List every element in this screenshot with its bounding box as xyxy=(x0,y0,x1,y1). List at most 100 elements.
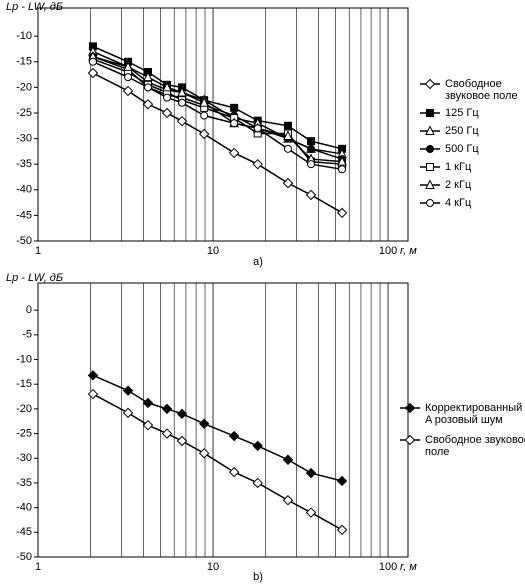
marker xyxy=(252,440,263,452)
y-tick-label: -45 xyxy=(16,209,32,221)
marker xyxy=(425,125,435,135)
marker xyxy=(163,93,172,102)
marker xyxy=(337,156,347,166)
marker xyxy=(305,467,317,479)
marker xyxy=(177,86,187,97)
marker xyxy=(198,418,210,429)
marker xyxy=(161,107,173,119)
y-tick-label: -15 xyxy=(16,378,32,390)
x-tick-label: 100 xyxy=(379,245,397,257)
y-tick-label: -10 xyxy=(16,30,32,42)
marker xyxy=(142,99,154,110)
marker xyxy=(404,434,416,446)
marker xyxy=(424,78,436,90)
y-tick-label: -20 xyxy=(16,403,32,415)
marker xyxy=(252,477,263,489)
y-tick-label: -30 xyxy=(16,452,32,464)
marker xyxy=(228,466,240,478)
marker xyxy=(426,199,434,207)
marker xyxy=(142,419,154,431)
marker xyxy=(178,98,187,107)
y-tick-label: -45 xyxy=(16,526,32,538)
plot-frame xyxy=(37,7,409,242)
legend-label: 1 кГц xyxy=(445,161,472,173)
marker xyxy=(336,207,348,219)
y-tick-label: -50 xyxy=(16,235,32,247)
marker xyxy=(282,495,294,506)
marker xyxy=(122,85,134,97)
marker xyxy=(336,475,348,487)
marker xyxy=(143,71,153,82)
series-line xyxy=(92,72,343,214)
x-axis-label: r, м xyxy=(400,561,417,573)
y-tick-label: -50 xyxy=(16,551,32,563)
marker xyxy=(336,524,348,536)
marker xyxy=(124,73,133,82)
legend-label: Свободное звуковое поле xyxy=(425,434,525,458)
marker xyxy=(199,97,209,107)
marker xyxy=(426,145,434,153)
y-tick-label: -15 xyxy=(16,56,32,68)
marker xyxy=(200,111,209,120)
y-tick-label: -30 xyxy=(16,132,32,144)
marker xyxy=(252,158,263,170)
marker xyxy=(143,83,152,92)
marker xyxy=(198,448,210,459)
marker xyxy=(282,177,294,189)
marker xyxy=(307,144,316,153)
marker xyxy=(305,189,317,201)
marker xyxy=(87,67,99,79)
legend-label: 250 Гц xyxy=(445,125,479,137)
marker xyxy=(230,119,239,128)
marker xyxy=(162,81,172,92)
marker xyxy=(122,385,134,396)
y-tick-label: -10 xyxy=(16,353,32,365)
y-tick-label: -40 xyxy=(16,502,32,514)
y-tick-label: -40 xyxy=(16,184,32,196)
legend-label: Корректированный по A розовый шум xyxy=(425,402,525,426)
marker xyxy=(338,165,347,174)
marker xyxy=(404,402,416,414)
y-tick-label: -25 xyxy=(16,427,32,439)
y-tick-label: -35 xyxy=(16,477,32,489)
marker xyxy=(230,103,239,112)
marker xyxy=(176,115,188,127)
y-tick-label: -35 xyxy=(16,158,32,170)
marker xyxy=(228,147,240,159)
x-tick-label: 1 xyxy=(35,561,41,573)
marker xyxy=(87,370,99,381)
marker xyxy=(88,57,97,66)
y-tick-label: -5 xyxy=(22,329,32,341)
y-tick-label: -20 xyxy=(16,81,32,93)
marker xyxy=(283,130,293,141)
marker xyxy=(228,430,240,442)
y-axis-label: Lp - LW, дБ xyxy=(6,272,63,284)
marker xyxy=(176,435,188,447)
x-axis-label: r, м xyxy=(400,245,417,257)
marker xyxy=(425,179,435,189)
x-tick-label: 1 xyxy=(35,245,41,257)
y-axis-label: Lp - LW, дБ xyxy=(6,1,63,13)
y-tick-label: 0 xyxy=(26,304,32,316)
marker xyxy=(87,388,99,400)
x-tick-label: 10 xyxy=(207,561,219,573)
marker xyxy=(282,454,294,465)
legend-label: Свободное звуковое поле xyxy=(445,78,518,102)
marker xyxy=(161,403,173,415)
marker xyxy=(176,408,188,420)
legend-label: 125 Гц xyxy=(445,107,479,119)
caption: a) xyxy=(253,256,263,268)
marker xyxy=(426,163,434,171)
legend-label: 500 Гц xyxy=(445,143,479,155)
marker xyxy=(283,144,292,153)
marker xyxy=(142,397,154,409)
marker xyxy=(283,121,292,130)
legend-label: 2 кГц xyxy=(445,179,472,191)
marker xyxy=(253,124,262,133)
legend-label: 4 кГц xyxy=(445,197,472,209)
marker xyxy=(198,128,210,140)
plot-frame xyxy=(37,282,409,558)
marker xyxy=(426,109,434,117)
